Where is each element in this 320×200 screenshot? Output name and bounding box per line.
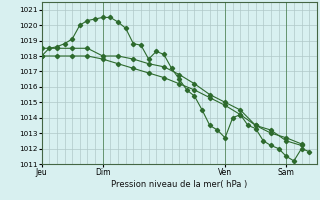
X-axis label: Pression niveau de la mer( hPa ): Pression niveau de la mer( hPa ) [111, 180, 247, 189]
